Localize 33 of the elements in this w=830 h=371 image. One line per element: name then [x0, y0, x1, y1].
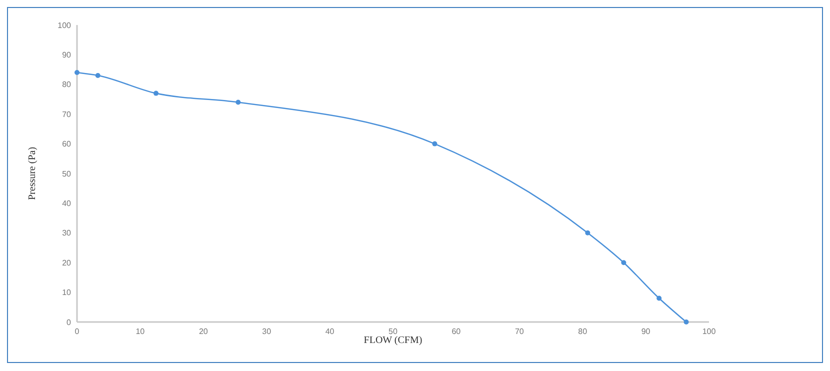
x-tick-label: 90	[641, 327, 651, 336]
point	[74, 70, 80, 76]
y-tick-label: 20	[62, 258, 72, 268]
x-axis-title: FLOW (CFM)	[364, 335, 422, 346]
x-tick-label: 70	[514, 327, 524, 336]
x-tick-label: 50	[388, 327, 398, 336]
y-tick-label: 90	[62, 50, 72, 60]
x-tick-label: 0	[74, 327, 80, 336]
x-tick-label: 80	[578, 327, 588, 336]
point	[236, 100, 241, 105]
y-tick-label: 70	[62, 110, 72, 119]
x-tick-label: 30	[262, 327, 272, 336]
y-tick-label: 50	[62, 169, 72, 178]
point	[621, 260, 626, 266]
y-tick-label: 100	[58, 20, 72, 30]
y-tick-label: 30	[62, 228, 72, 238]
x-tick-label: 100	[702, 327, 716, 336]
y-tick-label: 40	[62, 199, 72, 208]
x-tick-label: 60	[452, 327, 462, 336]
x-tick-label: 10	[136, 327, 146, 336]
y-tick-label: 0	[66, 318, 72, 327]
point	[154, 90, 158, 96]
point	[95, 72, 100, 78]
y-tick-label: 10	[62, 288, 72, 298]
y-axis-title: Pressure (Pa)	[27, 146, 38, 200]
point	[585, 230, 590, 236]
point	[432, 141, 438, 146]
x-tick-label: 20	[198, 327, 208, 336]
y-tick-label: 60	[62, 140, 72, 149]
y-tick-label: 80	[62, 80, 72, 90]
point	[684, 320, 689, 324]
x-tick-label: 40	[325, 327, 335, 336]
point	[656, 296, 662, 301]
